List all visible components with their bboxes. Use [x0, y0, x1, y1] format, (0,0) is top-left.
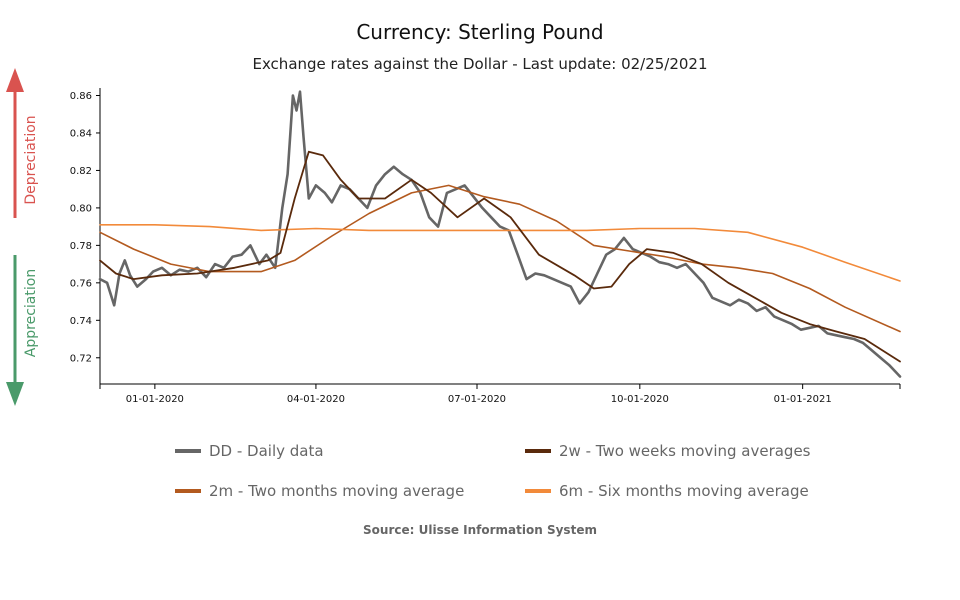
chart-subtitle: Exchange rates against the Dollar - Last…	[252, 55, 708, 73]
depreciation-arrow-head	[6, 68, 24, 92]
chart-series	[98, 90, 902, 378]
x-tick-label: 01-01-2021	[774, 394, 832, 405]
legend-item-two-weeks[interactable]: 2w - Two weeks moving averages	[525, 442, 811, 460]
legend-swatch	[175, 449, 201, 453]
y-tick-label: 0.80	[70, 203, 92, 214]
legend-swatch	[175, 489, 201, 493]
y-tick-label: 0.82	[70, 166, 92, 177]
series-line-six-months	[99, 224, 901, 282]
y-tick-label: 0.72	[70, 353, 92, 364]
legend-label: 6m - Six months moving average	[559, 482, 809, 500]
y-tick-label: 0.74	[70, 316, 92, 327]
legend-swatch	[525, 489, 551, 493]
legend-label: 2m - Two months moving average	[209, 482, 465, 500]
chart-axes: 0.72 0.74 0.76 0.78 0.80 0.82 0.84 0.86 01-01-20…	[70, 88, 901, 405]
y-tick-label: 0.76	[70, 278, 92, 289]
chart-title: Currency: Sterling Pound	[356, 20, 604, 44]
legend-item-six-months[interactable]: 6m - Six months moving average	[525, 482, 809, 500]
y-tick-label: 0.84	[70, 128, 92, 139]
series-line-two-weeks	[99, 150, 901, 363]
source-note: Source: Ulisse Information System	[363, 523, 597, 537]
y-tick-label: 0.78	[70, 241, 92, 252]
series-line-two-months	[99, 184, 901, 333]
depreciation-indicator: Depreciation	[6, 68, 39, 218]
x-tick-label: 01-01-2020	[126, 394, 184, 405]
depreciation-label: Depreciation	[23, 115, 39, 204]
legend-item-daily[interactable]: DD - Daily data	[175, 442, 324, 460]
legend-label: DD - Daily data	[209, 442, 324, 460]
legend-item-two-months[interactable]: 2m - Two months moving average	[175, 482, 464, 500]
x-tick-label: 04-01-2020	[287, 394, 345, 405]
appreciation-arrow-head	[6, 382, 24, 406]
x-tick-label: 07-01-2020	[448, 394, 506, 405]
legend-label: 2w - Two weeks moving averages	[559, 442, 811, 460]
x-tick-label: 10-01-2020	[611, 394, 669, 405]
appreciation-indicator: Appreciation	[6, 255, 39, 406]
series-line-daily	[98, 90, 902, 378]
y-tick-label: 0.86	[70, 91, 92, 102]
appreciation-label: Appreciation	[23, 269, 39, 357]
legend-swatch	[525, 449, 551, 453]
